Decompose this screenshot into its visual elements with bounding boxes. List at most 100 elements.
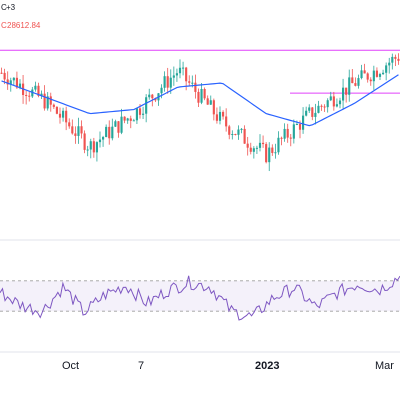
candle-body [142, 113, 145, 115]
close-label: C [1, 21, 7, 30]
candle-body [354, 83, 357, 86]
candle-body [6, 79, 9, 85]
candle-body [397, 58, 400, 61]
candle-body [86, 149, 89, 151]
candle-body [98, 139, 102, 143]
candle-body [126, 118, 129, 121]
candle-body [332, 96, 335, 107]
candle-body [363, 70, 366, 74]
candle-body [375, 70, 378, 77]
candle-body [154, 98, 157, 101]
candle-body [249, 147, 252, 152]
candle-body [114, 121, 117, 127]
candle-body [197, 91, 200, 103]
candle-body [212, 100, 215, 115]
candle-body [34, 85, 37, 90]
candle-body [65, 110, 68, 123]
candle-body [172, 75, 175, 78]
candle-body [37, 85, 40, 96]
candle-body [391, 56, 394, 63]
candle-body [218, 111, 222, 121]
candle-body [283, 128, 286, 139]
candle-body [234, 134, 237, 136]
candle-body [305, 110, 308, 116]
close-value: 28612.84 [7, 21, 41, 30]
candle-body [240, 128, 243, 130]
candle-body [148, 94, 151, 98]
candle-body [314, 112, 317, 117]
candle-body [298, 123, 302, 130]
candle-body [378, 74, 382, 77]
candle-body [71, 126, 74, 134]
candle-body [194, 82, 197, 92]
candle-body [169, 77, 172, 88]
candle-body [280, 137, 283, 139]
candle-body [80, 126, 83, 134]
moving-average-line [1, 74, 399, 127]
candle-body [28, 95, 31, 97]
candle-body [129, 118, 132, 121]
candle-body [105, 126, 108, 138]
candle-body [338, 100, 342, 105]
candle-body [286, 128, 289, 138]
candle-body [49, 96, 52, 105]
candle-body [388, 62, 391, 66]
time-label: 7 [138, 360, 144, 372]
candle-body [55, 106, 58, 114]
candle-body [166, 76, 169, 88]
candle-body [246, 143, 249, 148]
candle-body [18, 83, 22, 88]
candle-body [151, 94, 154, 99]
time-label: Oct [62, 360, 79, 372]
candle-body [206, 98, 209, 105]
candle-body [123, 116, 126, 121]
candle-body [215, 114, 218, 121]
candle-body [317, 105, 320, 113]
candle-body [345, 87, 348, 95]
candle-body [108, 126, 111, 139]
candle-body [258, 142, 262, 148]
candle-body [68, 122, 71, 127]
candle-body [175, 73, 178, 76]
candle-body [12, 77, 15, 81]
candle-body [320, 105, 323, 107]
candle-body [160, 87, 163, 94]
candle-body [92, 141, 95, 153]
candle-body [117, 121, 120, 133]
candle-body [40, 93, 43, 96]
candle-body [265, 144, 268, 163]
candle-body [178, 67, 182, 74]
candle-body [360, 70, 363, 79]
candle-body [145, 97, 148, 114]
candle-body [271, 147, 274, 153]
candle-body [326, 100, 329, 108]
candle-body [323, 106, 326, 108]
time-label: 2023 [255, 360, 279, 372]
candle-body [385, 65, 388, 73]
candle-body [372, 70, 375, 82]
candle-body [58, 113, 62, 118]
candle-body [9, 80, 12, 85]
candle-body [191, 82, 194, 84]
candle-body [243, 128, 246, 144]
candle-body [77, 126, 80, 136]
price-pane [0, 49, 400, 172]
candle-body [255, 147, 258, 149]
candle-body [185, 67, 188, 82]
candle-body [342, 87, 345, 101]
candle-body [274, 152, 277, 154]
candle-body [382, 72, 385, 75]
candle-body [74, 133, 77, 136]
candle-body [182, 67, 185, 69]
candle-body [200, 89, 203, 103]
candle-body [369, 79, 372, 82]
candle-body [268, 147, 271, 163]
candle-body [302, 115, 305, 130]
candle-body [237, 129, 240, 135]
candle-body [252, 148, 255, 152]
candle-body [209, 100, 212, 105]
candle-body [289, 137, 292, 139]
candle-body [311, 107, 314, 117]
